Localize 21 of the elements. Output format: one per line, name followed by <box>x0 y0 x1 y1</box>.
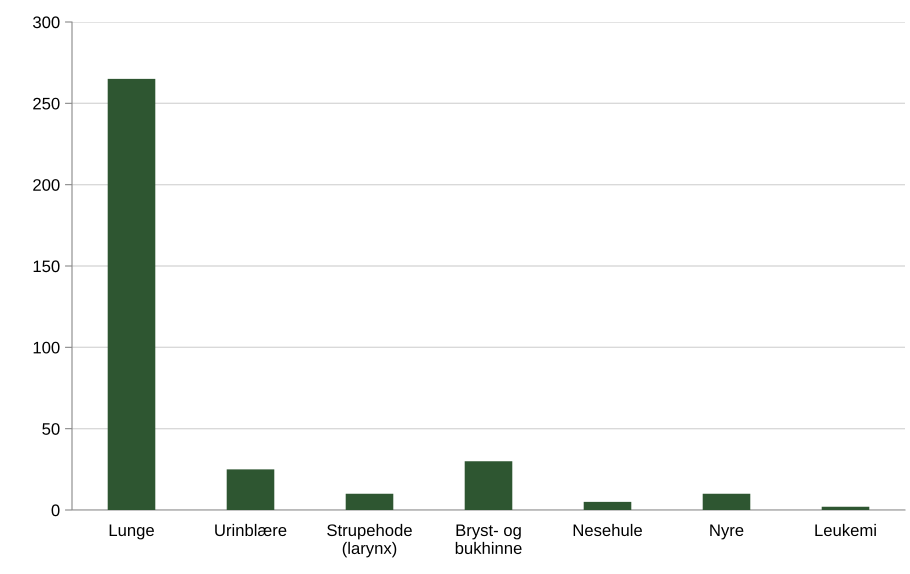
y-tick-label: 150 <box>34 260 60 272</box>
x-tick-label: Nesehule <box>574 524 642 536</box>
y-tick-label: 200 <box>33 179 60 191</box>
y-tick-label: 100 <box>34 342 60 354</box>
bar <box>226 469 274 510</box>
y-tick-label: 0 <box>52 504 60 516</box>
bar <box>346 494 394 510</box>
y-tick-label: 300 <box>33 16 60 28</box>
y-tick-label: 250 <box>33 98 60 110</box>
x-tick-label: Nyre <box>710 524 744 540</box>
x-tick-label: Strupehode (larynx) <box>327 524 412 558</box>
bar <box>108 78 156 510</box>
y-tick-label: 50 <box>42 423 60 435</box>
x-tick-label: Lunge <box>110 524 154 540</box>
bar <box>822 506 870 510</box>
bar <box>584 502 632 510</box>
bar <box>702 494 750 510</box>
x-tick-label: Bryst- og bukhinne <box>456 524 522 554</box>
bar <box>464 461 512 510</box>
x-tick-label: Urinblære <box>215 524 286 536</box>
x-tick-label: Leukemi <box>815 524 876 536</box>
